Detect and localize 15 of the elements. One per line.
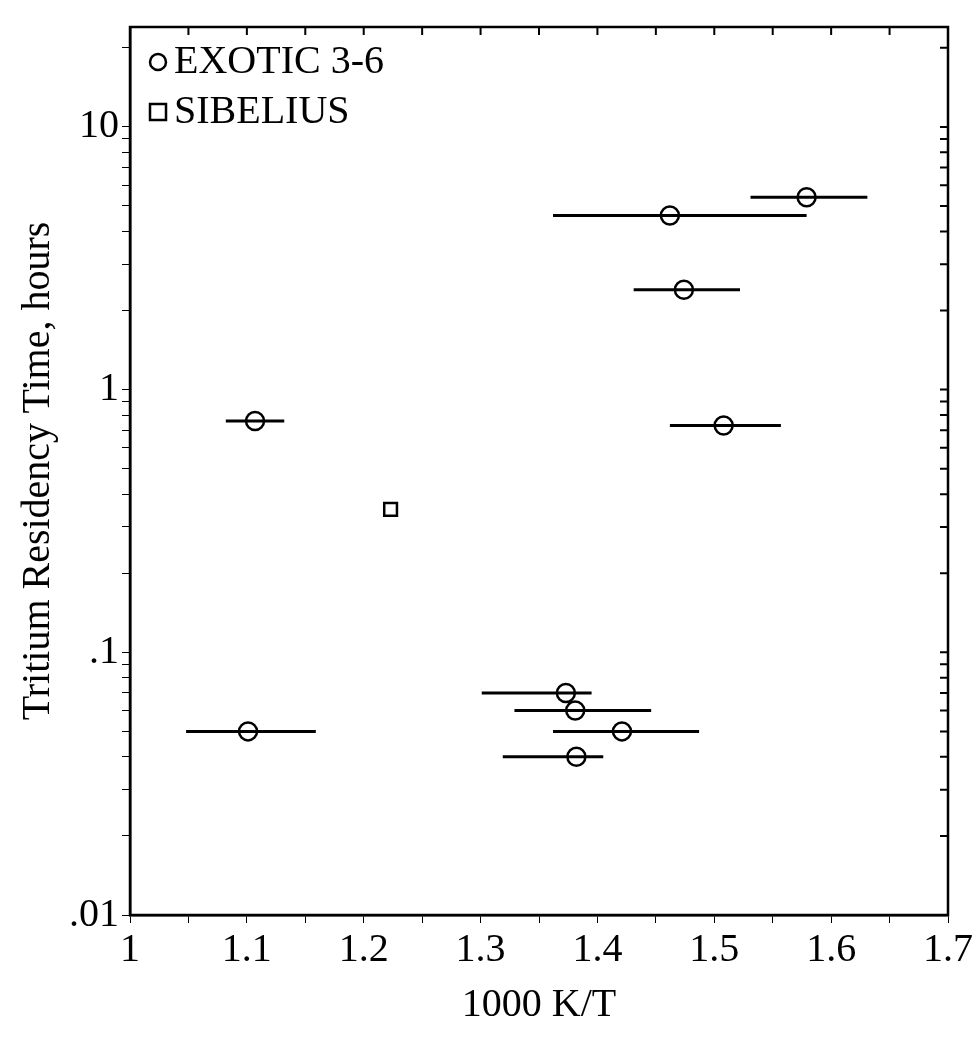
legend-label: EXOTIC 3-6 bbox=[174, 36, 384, 82]
y-axis-title: Tritium Residency Time, hours bbox=[12, 221, 58, 721]
x-tick-label: 1.7 bbox=[923, 924, 973, 970]
x-tick-label: 1.5 bbox=[689, 924, 740, 970]
x-axis-title: 1000 K/T bbox=[461, 979, 617, 1025]
y-tick-label: 10 bbox=[79, 101, 119, 147]
x-tick-label: 1.6 bbox=[806, 924, 857, 970]
y-tick-label: 1 bbox=[99, 364, 119, 410]
x-tick-label: 1.2 bbox=[338, 924, 389, 970]
y-tick-label: .1 bbox=[89, 626, 119, 672]
y-tick-label: .01 bbox=[69, 889, 119, 935]
legend-label: SIBELIUS bbox=[174, 86, 350, 132]
x-tick-label: 1.1 bbox=[221, 924, 272, 970]
x-tick-label: 1.4 bbox=[572, 924, 623, 970]
x-tick-label: 1.3 bbox=[455, 924, 506, 970]
